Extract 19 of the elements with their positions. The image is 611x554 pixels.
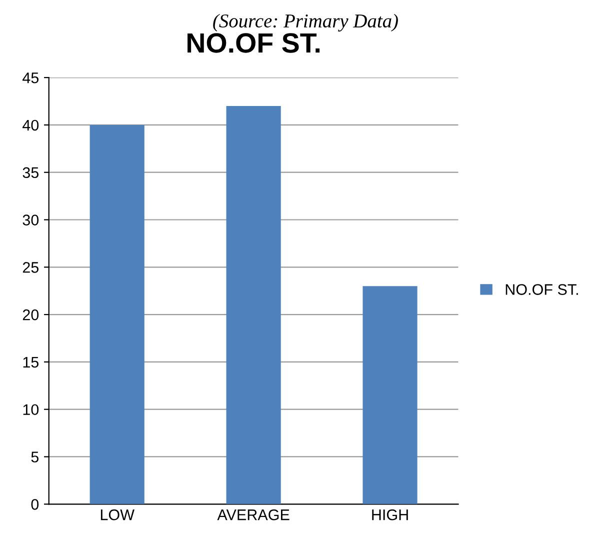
x-tick-label: LOW [100,509,134,520]
y-tick-label: 0 [31,499,39,510]
y-tick-label: 40 [22,120,39,131]
bar [226,106,281,504]
text: (Source: Primary Data) [213,14,398,32]
y-tick-label: 5 [31,452,39,462]
bar [90,124,144,504]
y-tick-label: 45 [22,72,39,84]
y-tick-label: 35 [22,167,39,178]
x-tick-label: AVERAGE [217,509,290,520]
chart-title: NO.OF ST. [188,33,320,53]
x-tick-label: HIGH [372,509,408,520]
y-tick-label: 15 [23,356,39,368]
y-tick-label: 20 [22,309,39,320]
y-tick-label: 10 [23,404,39,416]
y-tick-label: 25 [22,262,39,273]
bar [362,286,418,504]
y-tick-label: 30 [22,214,39,226]
legend-label: NO.OF ST. [506,284,578,295]
